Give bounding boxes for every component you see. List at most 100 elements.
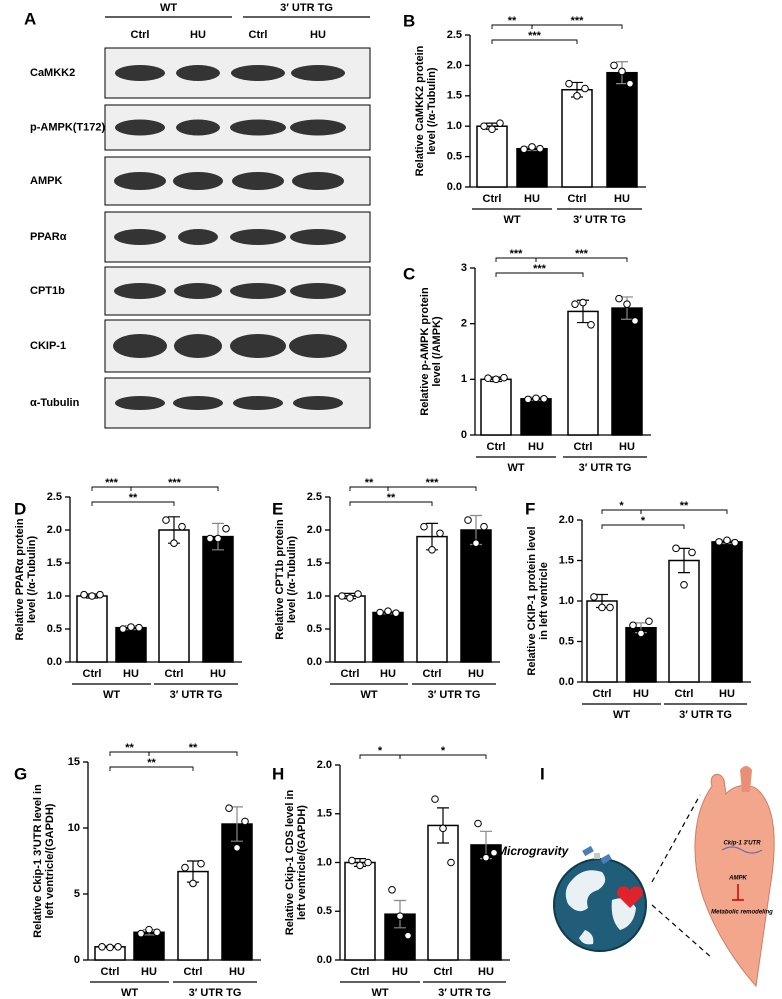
data-point bbox=[492, 375, 500, 384]
data-point bbox=[540, 395, 548, 403]
significance-label: ** bbox=[365, 477, 374, 489]
data-point bbox=[162, 516, 170, 524]
y-tick-label: 3 bbox=[461, 262, 467, 274]
y-tick-label: 15 bbox=[68, 756, 80, 768]
y-axis-label: Relative PPARα protein bbox=[14, 518, 26, 640]
data-point bbox=[396, 912, 404, 920]
x-tick-label: Ctrl bbox=[574, 441, 593, 453]
band bbox=[115, 119, 165, 136]
x-tick-label: HU bbox=[478, 966, 494, 978]
data-point bbox=[233, 844, 241, 852]
heart-icon bbox=[617, 886, 643, 908]
bar bbox=[520, 398, 552, 436]
data-point bbox=[80, 590, 88, 599]
land bbox=[565, 870, 636, 945]
significance-bracket bbox=[91, 501, 175, 506]
data-point bbox=[480, 122, 488, 130]
y-tick-label: 0.0 bbox=[47, 656, 62, 668]
y-tick-label: 2.0 bbox=[47, 524, 62, 536]
significance-label: *** bbox=[510, 248, 524, 260]
band bbox=[232, 172, 284, 190]
significance-label: * bbox=[378, 745, 383, 757]
band bbox=[231, 65, 285, 81]
data-point bbox=[536, 144, 544, 153]
y-axis-label: level (/α-Tubulin) bbox=[26, 536, 38, 624]
group-label: WT bbox=[121, 987, 138, 999]
x-tick-label: HU bbox=[229, 966, 245, 978]
data-point bbox=[436, 529, 444, 538]
x-tick-label: HU bbox=[719, 688, 735, 700]
error-bar bbox=[231, 806, 243, 842]
x-tick-label: HU bbox=[633, 688, 649, 700]
error-bar bbox=[678, 547, 690, 574]
y-tick-label: 1.5 bbox=[307, 557, 322, 569]
data-point bbox=[439, 824, 447, 833]
y-tick-label: 1.0 bbox=[307, 590, 322, 602]
band bbox=[115, 65, 165, 81]
y-axis-label: in left ventricle bbox=[538, 562, 550, 640]
data-point bbox=[631, 317, 639, 325]
lane-label: Ctrl bbox=[249, 29, 268, 41]
bar bbox=[334, 595, 366, 663]
data-point bbox=[214, 534, 222, 543]
group-label: WT bbox=[503, 214, 520, 226]
data-point bbox=[225, 804, 233, 813]
data-point bbox=[484, 374, 492, 383]
data-point bbox=[731, 538, 739, 547]
significance-bracket bbox=[399, 754, 487, 759]
x-tick-label: Ctrl bbox=[423, 668, 442, 680]
data-point bbox=[565, 79, 573, 88]
bar bbox=[344, 861, 376, 961]
data-point bbox=[431, 795, 439, 803]
y-axis-label: left ventricle/(GAPDH) bbox=[44, 803, 56, 918]
band bbox=[114, 172, 166, 190]
significance-label: *** bbox=[168, 477, 182, 489]
y-tick-label: 0.5 bbox=[47, 623, 62, 635]
panel-label: A bbox=[24, 9, 36, 28]
illustration-label: AMPK bbox=[728, 876, 747, 882]
significance-label: *** bbox=[575, 248, 589, 260]
band bbox=[174, 334, 222, 358]
data-point bbox=[356, 861, 364, 870]
y-axis-label: level (/AMPK) bbox=[431, 316, 443, 387]
data-point bbox=[637, 629, 645, 638]
group-label: WT bbox=[360, 689, 377, 701]
connector bbox=[651, 794, 701, 883]
data-point bbox=[590, 593, 598, 601]
significance-bracket bbox=[601, 509, 642, 514]
y-tick-label: 2.5 bbox=[47, 491, 62, 503]
data-point bbox=[464, 516, 472, 524]
x-tick-label: Ctrl bbox=[675, 688, 694, 700]
band bbox=[230, 334, 286, 358]
x-tick-label: Ctrl bbox=[83, 668, 102, 680]
data-point bbox=[384, 607, 392, 615]
bar bbox=[567, 310, 599, 436]
significance-label: *** bbox=[571, 15, 585, 27]
group-label: 3′ UTR TG bbox=[438, 987, 491, 999]
band bbox=[113, 334, 167, 358]
data-point bbox=[474, 819, 482, 828]
significance-label: ** bbox=[680, 500, 689, 512]
y-tick-label: 0.0 bbox=[307, 656, 322, 668]
significance-label: ** bbox=[147, 757, 156, 769]
x-tick-label: Ctrl bbox=[568, 193, 587, 205]
bar bbox=[668, 559, 700, 683]
illustration bbox=[553, 766, 775, 988]
y-tick-label: 0.0 bbox=[317, 954, 332, 966]
data-point bbox=[181, 863, 189, 872]
data-point bbox=[119, 625, 127, 633]
data-point bbox=[723, 536, 731, 545]
band bbox=[230, 283, 286, 299]
bar bbox=[470, 844, 502, 961]
y-tick-label: 0.5 bbox=[307, 623, 322, 635]
band bbox=[176, 119, 220, 136]
significance-bracket bbox=[491, 39, 578, 44]
bar bbox=[586, 600, 618, 683]
y-tick-label: 1.0 bbox=[559, 595, 574, 607]
y-tick-label: 2.0 bbox=[307, 524, 322, 536]
band bbox=[176, 65, 220, 81]
x-tick-label: HU bbox=[619, 441, 635, 453]
significance-label: *** bbox=[528, 30, 542, 42]
data-point bbox=[137, 929, 145, 938]
lane-label: HU bbox=[310, 29, 326, 41]
